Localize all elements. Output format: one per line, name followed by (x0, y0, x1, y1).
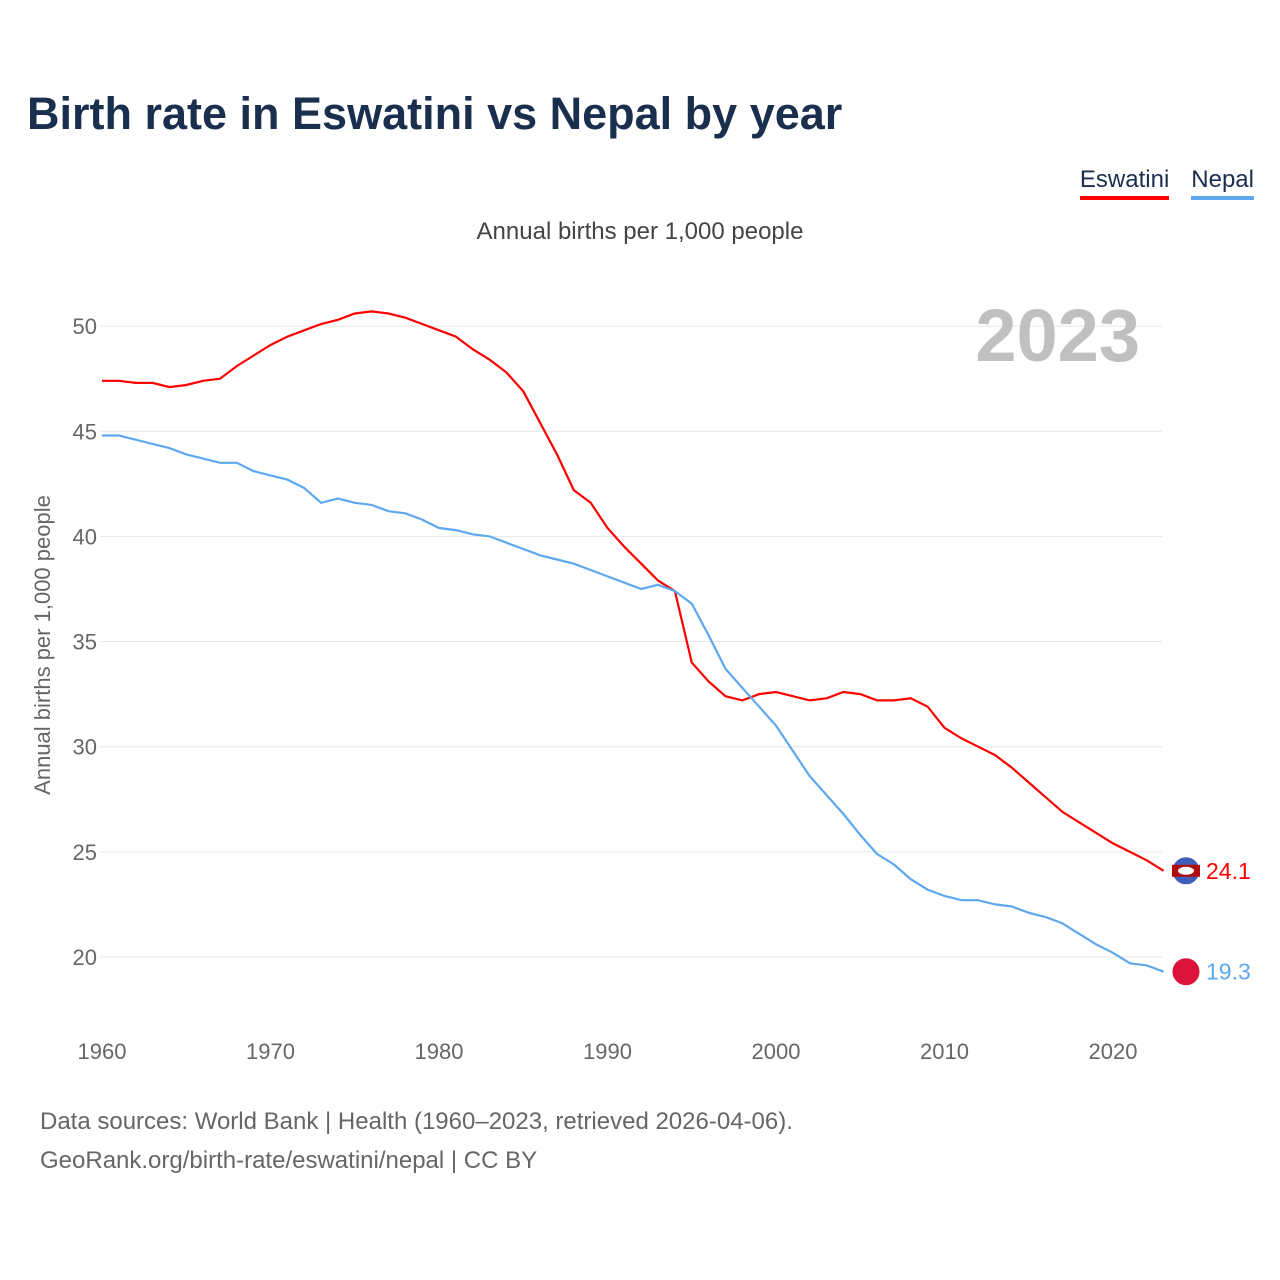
chart-subtitle: Annual births per 1,000 people (476, 218, 804, 245)
x-tick-label: 1990 (583, 1039, 632, 1064)
year-label: 2023 (975, 294, 1140, 377)
x-tick-label: 1960 (78, 1039, 127, 1064)
x-tick-label: 2010 (920, 1039, 969, 1064)
source-line: Data sources: World Bank | Health (1960–… (40, 1108, 793, 1135)
nepal-flag-icon (1171, 957, 1201, 987)
x-tick-label: 2020 (1089, 1039, 1138, 1064)
x-tick-label: 1980 (415, 1039, 464, 1064)
legend: Eswatini Nepal (1079, 166, 1254, 200)
credit-line: GeoRank.org/birth-rate/eswatini/nepal | … (40, 1147, 538, 1174)
y-tick-label: 50 (73, 314, 97, 339)
x-tick-label: 1970 (246, 1039, 295, 1064)
series-line-nepal (102, 434, 1164, 973)
y-tick-label: 30 (73, 735, 97, 760)
end-value-label: 19.3 (1206, 959, 1251, 985)
y-tick-label: 40 (73, 524, 97, 549)
x-tick-label: 2000 (752, 1039, 801, 1064)
y-tick-label: 25 (73, 840, 97, 865)
legend-nepal[interactable]: Nepal (1191, 166, 1254, 200)
end-value-label: 24.1 (1206, 858, 1251, 884)
series-line-eswatini (102, 310, 1165, 872)
y-axis-label: Annual births per 1,000 people (30, 495, 55, 795)
y-tick-label: 20 (73, 945, 97, 970)
y-tick-label: 35 (73, 630, 97, 655)
legend-eswatini[interactable]: Eswatini (1079, 166, 1170, 200)
y-tick-label: 45 (73, 419, 97, 444)
eswatini-flag-icon (1171, 856, 1201, 886)
page-title: Birth rate in Eswatini vs Nepal by year (27, 88, 843, 139)
